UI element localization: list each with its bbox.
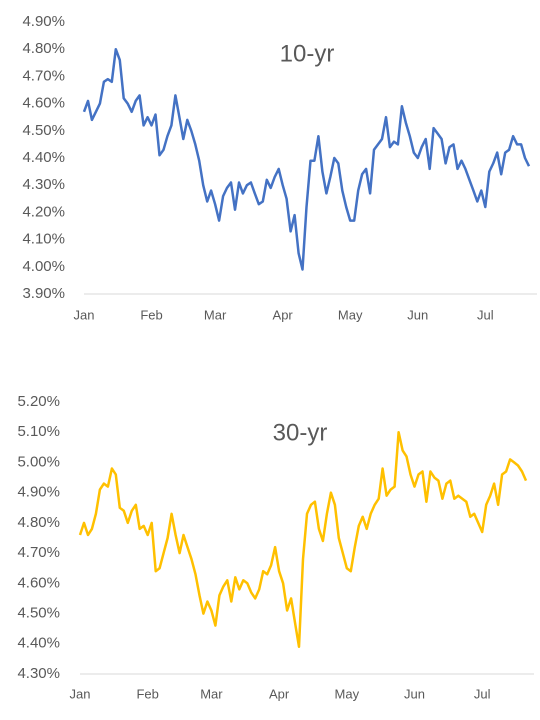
y-tick-label: 4.30% [17,665,60,682]
y-tick-label: 4.30% [22,176,65,193]
y-tick-label: 4.40% [22,149,65,166]
y-tick-label: 4.70% [22,67,65,84]
x-tick-label: Apr [269,686,290,701]
y-tick-label: 4.60% [17,574,60,591]
chart-title: 30-yr [273,419,328,446]
line [78,430,528,649]
y-tick-label: 4.70% [17,544,60,561]
chart-title: 10-yr [280,40,335,67]
y-tick-label: 4.00% [22,258,65,275]
y-tick-label: 4.40% [17,635,60,652]
y-tick-label: 4.50% [17,605,60,622]
x-tick-label: Feb [140,307,162,322]
x-tick-label: Jul [474,686,491,701]
y-tick-label: 4.10% [22,231,65,248]
y-tick-label: 5.10% [17,423,60,440]
y-tick-label: 5.20% [17,393,60,410]
x-tick-label: Jun [404,686,425,701]
y-tick-label: 4.20% [22,203,65,220]
x-tick-label: Jul [477,307,494,322]
y-tick-label: 4.80% [22,40,65,57]
x-tick-label: Jan [70,686,91,701]
y-tick-label: 3.90% [22,285,65,302]
y-tick-label: 5.00% [17,453,60,470]
x-tick-label: Mar [204,307,227,322]
line [82,47,531,271]
x-tick-label: Jan [74,307,95,322]
y-tick-label: 4.60% [22,95,65,112]
x-tick-label: May [338,307,363,322]
y-tick-label: 4.80% [17,514,60,531]
y-tick-label: 4.90% [17,484,60,501]
y-tick-label: 4.90% [22,13,65,30]
x-tick-label: Jun [407,307,428,322]
y-tick-label: 4.50% [22,122,65,139]
x-tick-label: Feb [136,686,158,701]
x-tick-label: May [335,686,360,701]
x-tick-label: Mar [200,686,223,701]
x-tick-label: Apr [273,307,294,322]
